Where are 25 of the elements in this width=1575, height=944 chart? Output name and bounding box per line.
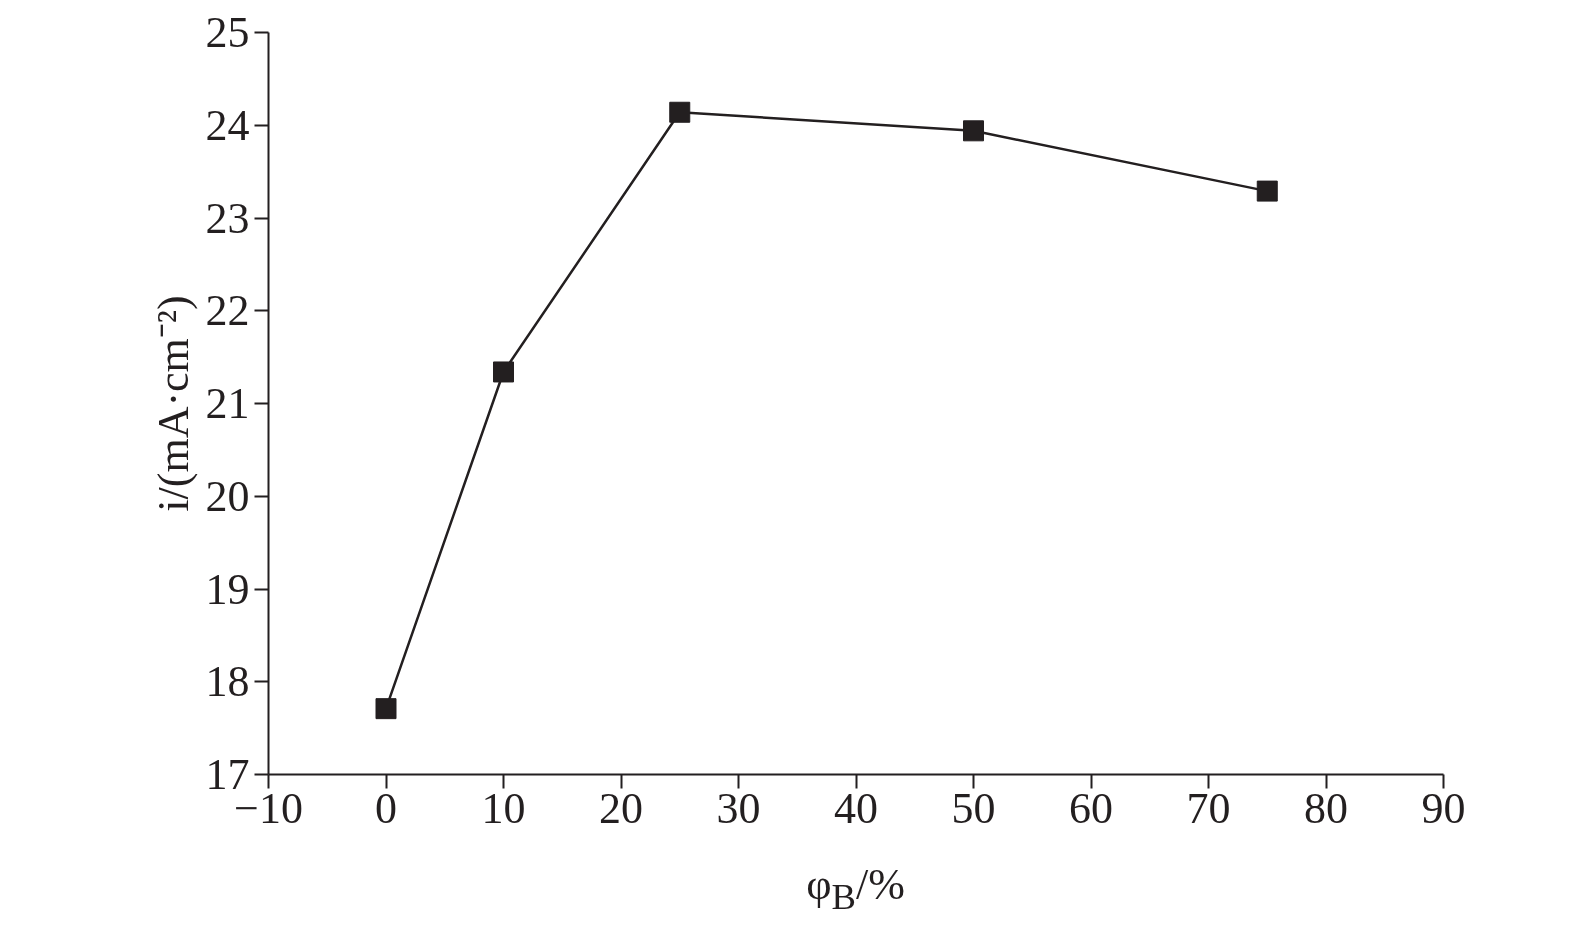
y-tick-label: 22 bbox=[205, 286, 250, 336]
point bbox=[669, 101, 691, 123]
x-axis-title: φ$_{B}$/% bbox=[806, 859, 905, 919]
y-tick-label: 18 bbox=[205, 657, 250, 707]
y-tick-label: 19 bbox=[205, 564, 250, 614]
x-tick-label: 0 bbox=[375, 783, 397, 833]
y-tick-label: 21 bbox=[205, 379, 250, 428]
x-tick-label: 40 bbox=[834, 783, 878, 833]
x-tick-label: 50 bbox=[951, 783, 996, 833]
y-axis-title: i/(mA·cm⁻²) bbox=[148, 295, 198, 512]
x-tick-label: 90 bbox=[1421, 783, 1466, 833]
y-tick-label: 25 bbox=[205, 8, 250, 57]
x-tick-label: 60 bbox=[1069, 783, 1113, 833]
y-tick-label: 23 bbox=[205, 193, 250, 243]
point bbox=[1256, 180, 1278, 202]
x-tick-label: 70 bbox=[1186, 783, 1231, 833]
y-tick-label: 24 bbox=[205, 100, 250, 150]
x-tick-label: 30 bbox=[716, 783, 761, 833]
y-tick-label: 20 bbox=[205, 471, 250, 521]
point bbox=[375, 698, 397, 720]
point bbox=[963, 120, 984, 142]
x-tick-label: 80 bbox=[1304, 783, 1348, 833]
x-tick-label: 10 bbox=[481, 783, 526, 833]
x-tick-label: 20 bbox=[599, 783, 643, 833]
point bbox=[493, 361, 514, 383]
